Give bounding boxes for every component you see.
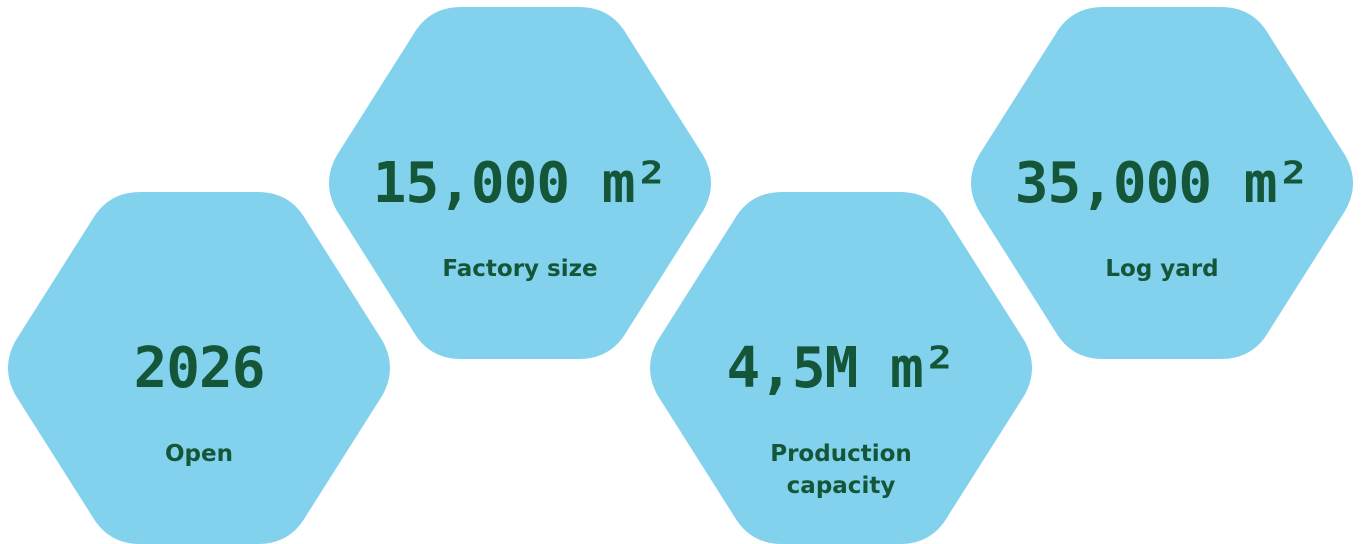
stat-label: Open — [0, 438, 398, 470]
hexagon-shape — [971, 7, 1353, 359]
stat-label: Production capacity — [642, 438, 1040, 502]
stat-label: Factory size — [321, 253, 719, 285]
stat-label-line: Log yard — [1105, 256, 1219, 282]
stat-tile-open: 2026 Open — [0, 192, 398, 544]
stat-value: 2026 — [133, 336, 266, 401]
stat-tile-log-yard: 35,000 m² Log yard — [963, 7, 1361, 359]
stat-value: 35,000 m² — [1014, 151, 1310, 216]
stat-tile-factory-size: 15,000 m² Factory size — [321, 7, 719, 359]
stat-label-line: Production — [770, 441, 912, 467]
stat-tile-production-capacity: 4,5M m² Production capacity — [642, 192, 1040, 544]
stat-label: Log yard — [963, 253, 1361, 285]
hexagon-shape — [329, 7, 711, 359]
hexagon-shape — [650, 192, 1032, 544]
hexagon-shape — [8, 192, 390, 544]
stat-label-line: capacity — [786, 473, 896, 499]
stat-value: 15,000 m² — [372, 151, 668, 216]
stat-label-line: Open — [165, 441, 233, 467]
stat-value: 4,5M m² — [726, 336, 956, 401]
stat-label-line: Factory size — [442, 256, 598, 282]
